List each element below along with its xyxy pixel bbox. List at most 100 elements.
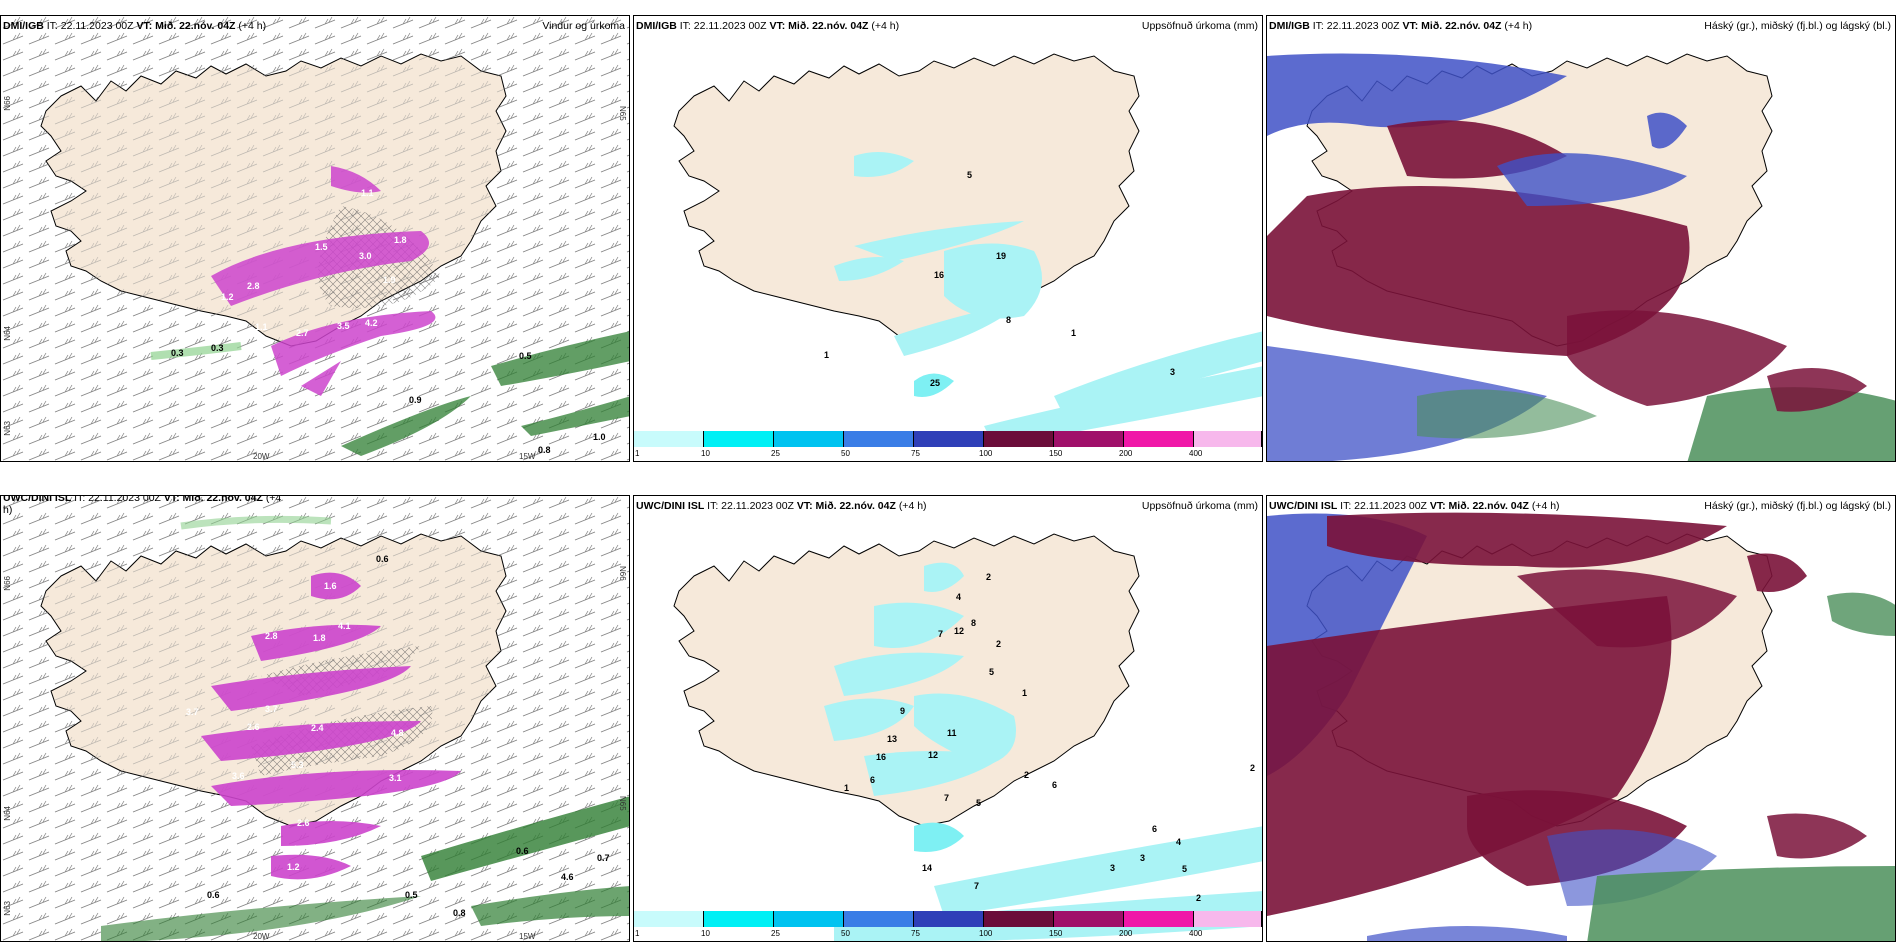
colorbar-swatch <box>914 431 984 447</box>
value-label: 5 <box>976 798 981 808</box>
colorbar-swatch <box>914 911 984 927</box>
colorbar-tick: 100 <box>979 449 993 458</box>
value-label: 0.3 <box>211 343 224 353</box>
value-label: 3.0 <box>426 328 439 338</box>
value-label: 16 <box>876 752 886 762</box>
lat-label: N66 <box>3 576 12 591</box>
value-label: 7 <box>938 629 943 639</box>
colorbar-swatch <box>634 431 704 447</box>
value-label: 11 <box>947 728 957 738</box>
panel-field-title: Háský (gr.), miðský (fj.bl.) og lágský (… <box>1704 500 1891 512</box>
map-precip-uwc: 2 4 12 8 7 2 5 1 9 11 13 16 12 6 7 5 2 6… <box>634 496 1262 941</box>
value-label: 7 <box>944 793 949 803</box>
colorbar-tick: 50 <box>841 929 850 938</box>
colorbar-tick: 200 <box>1119 929 1133 938</box>
value-label: 0.3 <box>171 348 184 358</box>
value-label: 4.2 <box>365 318 378 328</box>
colorbar-swatch <box>634 911 704 927</box>
value-label: 6 <box>870 775 875 785</box>
value-label: 1.2 <box>287 862 300 872</box>
value-label: 0.5 <box>519 351 532 361</box>
colorbar-tick: 75 <box>911 449 920 458</box>
panel-dmi-cloud: DMI/IGB IT: 22.11.2023 00Z VT: Mið. 22.n… <box>1266 15 1896 462</box>
panel-title: UWC/DINI ISL IT: 22.11.2023 00Z VT: Mið.… <box>636 500 927 512</box>
value-label: 4.6 <box>561 872 574 882</box>
panel-field-title: Háský (gr.), miðský (fj.bl.) og lágský (… <box>1704 20 1891 32</box>
value-label: 5 <box>989 667 994 677</box>
value-label: 1.1 <box>361 188 374 198</box>
value-label: 3.7 <box>265 704 278 714</box>
lon-label: 15W <box>519 452 536 461</box>
value-label: 3.7 <box>186 707 199 717</box>
value-label: 2.8 <box>265 631 278 641</box>
value-label: 2.6 <box>247 722 260 732</box>
colorbar-tick: 1 <box>635 929 640 938</box>
panel-title-wrap: h) <box>3 504 13 516</box>
value-label: 1 <box>844 783 849 793</box>
value-label: 13 <box>887 734 897 744</box>
value-label: 8 <box>1006 315 1011 325</box>
colorbar-tick: 10 <box>701 449 710 458</box>
panel-title: UWC/DINI ISL IT: 22.11.2023 00Z VT: Mið.… <box>3 495 282 504</box>
value-label: 5 <box>967 170 972 180</box>
lat-label: N63 <box>3 421 12 436</box>
value-label: 6 <box>1052 780 1057 790</box>
value-label: 3.5 <box>337 321 350 331</box>
value-label: 2 <box>996 639 1001 649</box>
map-wind-dmi: 1.1 1.8 3.0 1.5 1.9 2.8 1.2 1.1 2.7 3.5 … <box>1 16 629 461</box>
colorbar-tick: 200 <box>1119 449 1133 458</box>
value-label: 12 <box>954 626 964 636</box>
value-label: 2 <box>1024 770 1029 780</box>
panel-field-title: Uppsöfnuð úrkoma (mm) <box>1141 20 1258 32</box>
colorbar-swatch <box>844 431 914 447</box>
panel-dmi-precip: 5 16 19 8 1 25 3 1 DMI/IGB IT: 22.11.202… <box>633 15 1263 462</box>
value-label: 2.7 <box>296 328 309 338</box>
value-label: 0.8 <box>453 908 466 918</box>
value-label: 1.8 <box>313 633 326 643</box>
colorbar-tick: 150 <box>1049 449 1063 458</box>
colorbar-tick: 25 <box>771 929 780 938</box>
colorbar-swatch <box>704 431 774 447</box>
value-label: 4 <box>1176 837 1181 847</box>
value-label: 5.3 <box>291 760 304 770</box>
lon-label: 20W <box>253 932 270 941</box>
colorbar-swatch <box>1194 431 1262 447</box>
value-label: 1.9 <box>383 275 396 285</box>
value-label: 1 <box>1071 328 1076 338</box>
value-label: 19 <box>996 251 1006 261</box>
value-label: 0.5 <box>405 890 418 900</box>
colorbar-swatch <box>704 911 774 927</box>
value-label: 0.9 <box>409 395 422 405</box>
value-label: 3 <box>1170 367 1175 377</box>
panel-title: DMI/IGB IT: 22.11.2023 00Z VT: Mið. 22.n… <box>3 20 267 32</box>
panel-title: UWC/DINI ISL IT: 22.11.2023 00Z VT: Mið.… <box>1269 500 1560 512</box>
value-label: 0.6 <box>207 890 220 900</box>
value-label: 8 <box>971 618 976 628</box>
colorbar: 1 10 25 50 75 100 150 200 400 <box>634 431 1262 461</box>
value-label: 1.9 <box>293 844 306 854</box>
value-label: 1.6 <box>324 581 337 591</box>
colorbar: 1 10 25 50 75 100 150 200 400 <box>634 911 1262 941</box>
colorbar-swatch <box>1124 431 1194 447</box>
panel-dmi-wind: 1.1 1.8 3.0 1.5 1.9 2.8 1.2 1.1 2.7 3.5 … <box>0 15 630 462</box>
colorbar-swatch <box>984 431 1054 447</box>
colorbar-swatch <box>1054 911 1124 927</box>
value-label: 16 <box>934 270 944 280</box>
value-label: 3.0 <box>359 251 372 261</box>
colorbar-swatch <box>984 911 1054 927</box>
value-label: 2 <box>986 572 991 582</box>
value-label: 3.6 <box>232 771 245 781</box>
value-label: 0.6 <box>516 846 529 856</box>
lat-label: N63 <box>3 901 12 916</box>
value-label: 1 <box>1022 688 1027 698</box>
lat-label: N65 <box>618 796 627 811</box>
colorbar-tick: 400 <box>1189 929 1203 938</box>
value-label: 1.5 <box>315 242 328 252</box>
colorbar-swatch <box>774 431 844 447</box>
lat-label: N66 <box>3 96 12 111</box>
value-label: 3 <box>1140 853 1145 863</box>
colorbar-tick: 10 <box>701 929 710 938</box>
value-label: 3.1 <box>389 773 402 783</box>
panel-field-title: Vindur og úrkoma <box>542 20 625 32</box>
value-label: 4.8 <box>391 728 404 738</box>
